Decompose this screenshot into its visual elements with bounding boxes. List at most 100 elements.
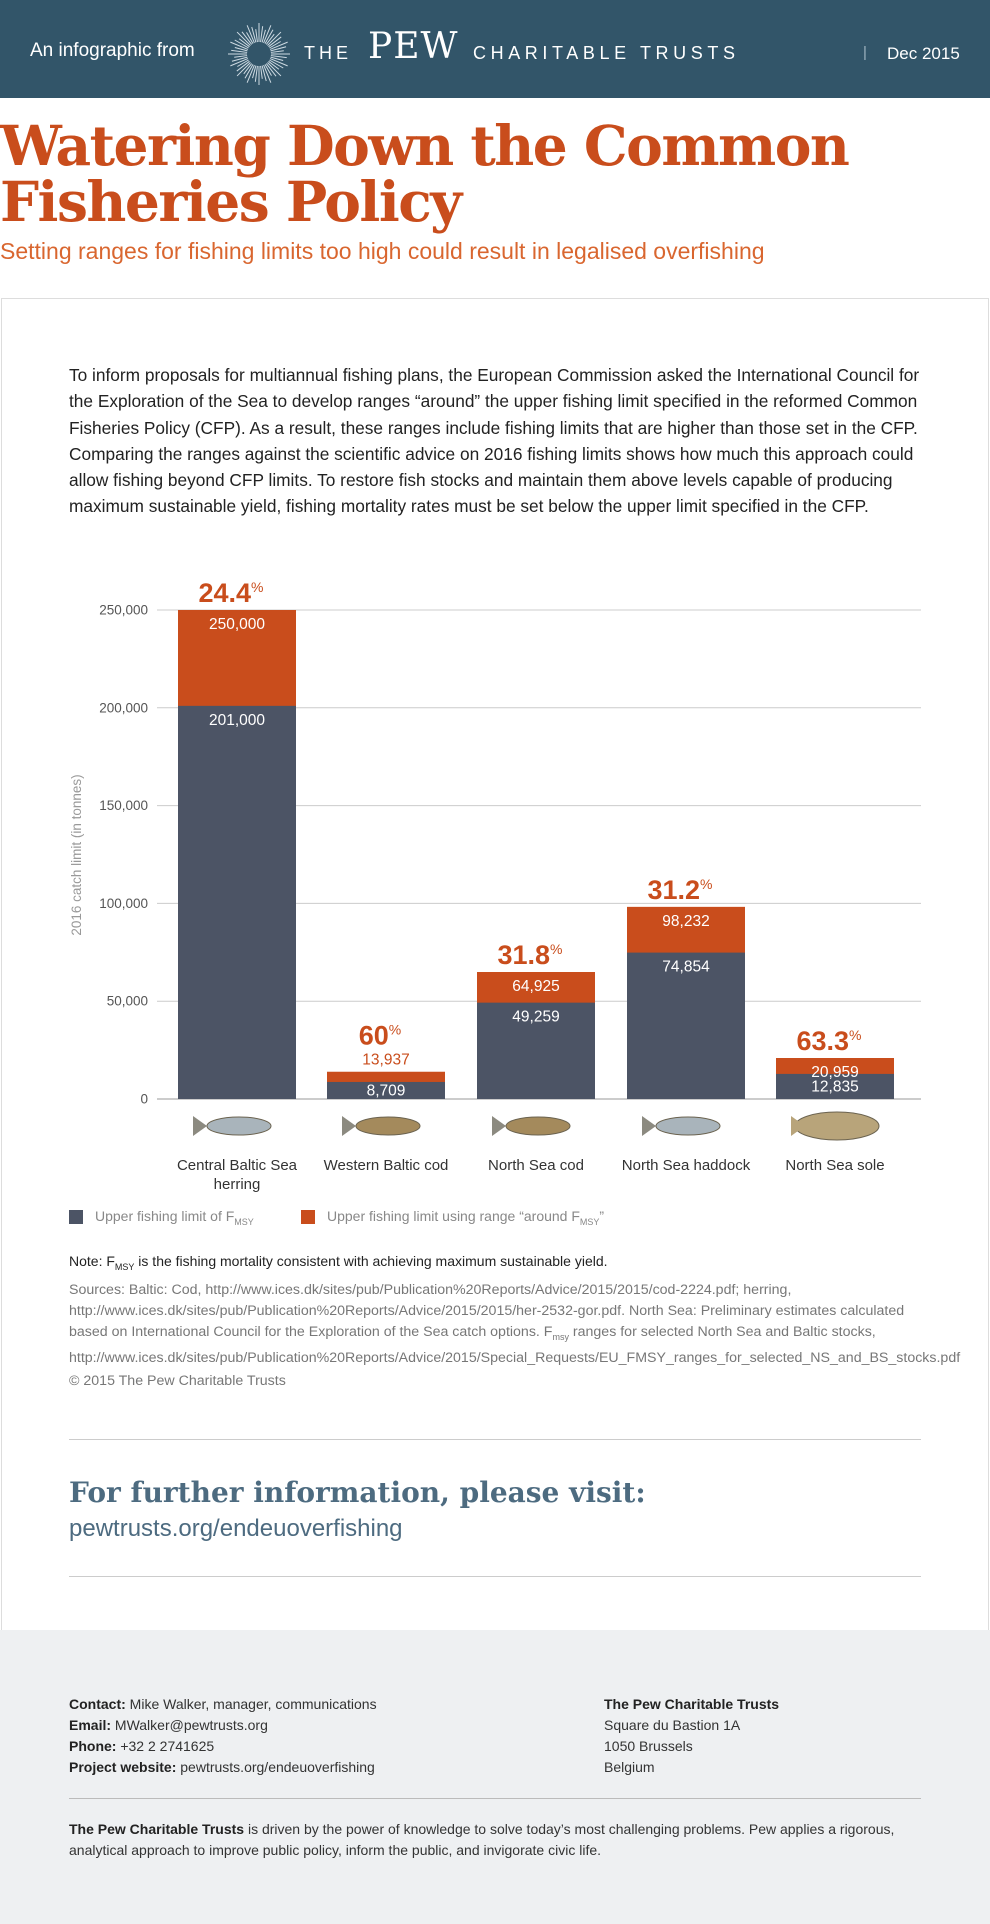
x-tick-label: North Sea cod	[488, 1157, 584, 1174]
contact-line: Contact: Mike Walker, manager, communica…	[69, 1694, 377, 1715]
percent-value: 60	[359, 1021, 389, 1051]
address-block: The Pew Charitable Trusts Square du Bast…	[604, 1694, 779, 1778]
value-label: 201,000	[209, 712, 265, 729]
sources-text: Sources: Baltic: Cod, http://www.ices.dk…	[69, 1282, 905, 1340]
logo-ray	[263, 25, 272, 44]
y-tick-label: 200,000	[99, 700, 148, 715]
about: The Pew Charitable Trusts is driven by t…	[69, 1819, 924, 1861]
sources-text: ranges for selected North Sea and Baltic…	[69, 1324, 961, 1366]
contact-label: Email:	[69, 1717, 112, 1733]
legend-item: Upper fishing limit of FMSY	[69, 1208, 254, 1227]
fish-tail	[791, 1116, 805, 1136]
percent-unit: %	[700, 876, 712, 892]
logo-ray	[267, 31, 282, 46]
y-tick-label: 0	[140, 1092, 148, 1107]
logo-ray	[265, 63, 277, 77]
logo-ray	[241, 31, 253, 45]
about-text: is driven by the power of knowledge to s…	[69, 1821, 895, 1858]
legend-text: ”	[599, 1208, 605, 1224]
value-label: 250,000	[209, 616, 265, 633]
sources: Sources: Baltic: Cod, http://www.ices.dk…	[69, 1280, 960, 1369]
contact-value: +32 2 2741625	[120, 1738, 215, 1754]
address-line: Square du Bastion 1A	[604, 1717, 741, 1733]
percent-value: 31.8	[497, 940, 550, 970]
title: Watering Down the Common Fisheries Polic…	[0, 113, 850, 234]
logo-ray	[269, 58, 288, 67]
address-line: 1050 Brussels	[604, 1738, 693, 1754]
subtitle: Setting ranges for fishing limits too hi…	[0, 238, 765, 264]
logo-ray	[252, 65, 257, 79]
percent-value: 63.3	[796, 1026, 849, 1056]
note-text: Note: F	[69, 1253, 115, 1269]
contact-block: Contact: Mike Walker, manager, communica…	[69, 1694, 377, 1778]
value-label: 13,937	[362, 1052, 409, 1069]
rule	[69, 1576, 921, 1577]
logo-ray	[270, 55, 287, 59]
logo-ray	[255, 29, 258, 43]
logo-ray	[230, 41, 249, 50]
logo-ray	[260, 26, 264, 43]
percent-value: 24.4	[198, 578, 251, 608]
contact-label: Contact:	[69, 1696, 126, 1712]
percent-unit: %	[550, 941, 562, 957]
logo-ray	[265, 33, 275, 45]
contact-line: Phone: +32 2 2741625	[69, 1736, 377, 1757]
logo-ray	[236, 31, 251, 46]
fish-icon	[505, 1116, 571, 1136]
logo-ray	[268, 60, 280, 70]
further-heading: For further information, please visit:	[69, 1476, 646, 1509]
logo-ray	[270, 56, 284, 61]
value-label: 64,925	[512, 978, 559, 995]
y-tick-label: 100,000	[99, 896, 148, 911]
y-tick-label: 250,000	[99, 603, 148, 618]
intro-text: To inform proposals for multiannual fish…	[69, 365, 920, 517]
about-name: The Pew Charitable Trusts	[69, 1821, 245, 1837]
logo-ray	[231, 49, 248, 53]
percent-unit: %	[849, 1027, 861, 1043]
note: Note: FMSY is the fishing mortality cons…	[69, 1253, 608, 1272]
logo-ray	[270, 46, 287, 52]
legend-sub: MSY	[579, 1216, 600, 1227]
address-line: Belgium	[604, 1759, 655, 1775]
logo-ray	[234, 47, 248, 52]
value-label: 49,259	[512, 1009, 559, 1026]
logo-ray	[244, 64, 254, 79]
percent-unit: %	[389, 1022, 401, 1038]
legend-label: Upper fishing limit using range “around …	[327, 1208, 604, 1227]
fish-tail	[642, 1116, 656, 1136]
logo-ray	[238, 38, 250, 48]
logo-ray	[270, 50, 284, 53]
address-name: The Pew Charitable Trusts	[604, 1694, 779, 1715]
address-name-text: The Pew Charitable Trusts	[604, 1696, 780, 1712]
rule	[69, 1798, 921, 1799]
logo-ray	[263, 64, 272, 83]
note-sub: MSY	[114, 1261, 135, 1272]
contact-value: Mike Walker, manager, communications	[129, 1696, 377, 1712]
contact-label: Project website:	[69, 1759, 177, 1775]
value-label: 8,709	[367, 1082, 406, 1099]
percent-label: 63.3%	[796, 1026, 861, 1056]
x-tick-label: North Sea haddock	[621, 1157, 751, 1174]
legend-text: Upper fishing limit using range “around …	[327, 1208, 580, 1224]
value-label: 98,232	[662, 913, 709, 930]
content-box	[1, 298, 989, 1630]
logo-ray	[236, 62, 251, 77]
logo-ray	[254, 65, 258, 82]
logo-ray	[267, 62, 282, 77]
logo-ray	[230, 58, 249, 67]
header-bar: An infographic from THE PEW CHARITABLE T…	[0, 0, 990, 98]
percent-unit: %	[251, 579, 263, 595]
further-link[interactable]: pewtrusts.org/endeuoverfishing	[69, 1515, 403, 1542]
logo-ray	[260, 65, 263, 79]
copyright: © 2015 The Pew Charitable Trusts	[69, 1373, 286, 1389]
logo-the: THE	[304, 43, 352, 63]
percent-label: 31.8%	[497, 940, 562, 970]
chart: 2016 catch limit (in tonnes) 0 50,000 100,…	[69, 578, 921, 1141]
contact-value: MWalker@pewtrusts.org	[114, 1717, 268, 1733]
bar	[178, 705, 296, 1099]
value-label: 74,854	[662, 959, 710, 976]
divider: |	[863, 44, 867, 61]
logo-ray	[269, 59, 284, 69]
logo-ray	[234, 55, 248, 58]
